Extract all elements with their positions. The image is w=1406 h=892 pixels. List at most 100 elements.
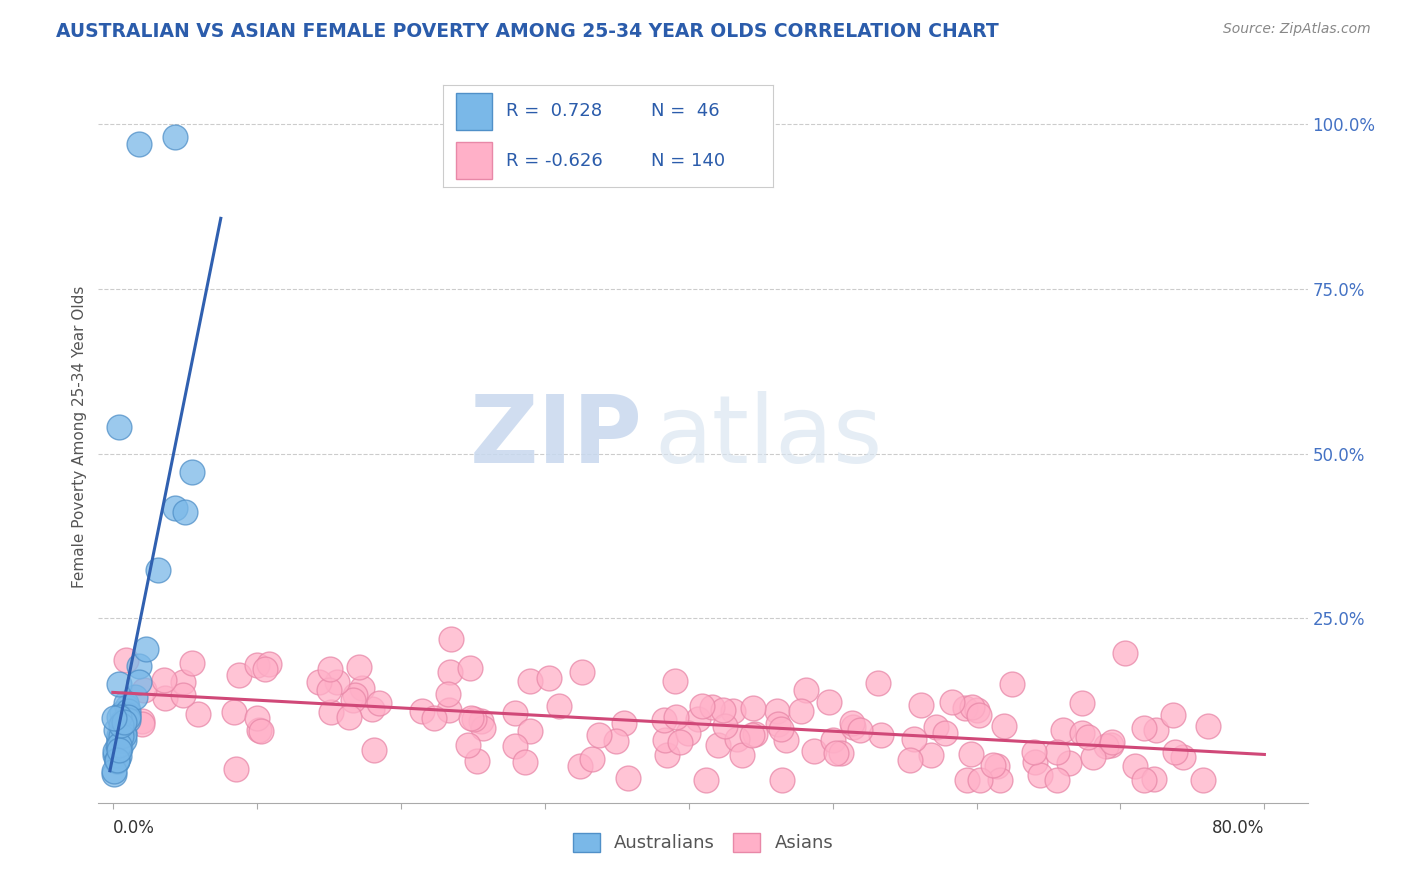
Point xyxy=(706,738,728,752)
Point xyxy=(181,465,204,479)
Point xyxy=(741,728,763,742)
Point xyxy=(347,660,370,674)
Point xyxy=(731,747,754,762)
Point xyxy=(986,759,1008,773)
Point xyxy=(772,772,794,787)
Point xyxy=(688,712,710,726)
Point xyxy=(339,710,361,724)
Point xyxy=(1022,745,1045,759)
Point xyxy=(437,687,460,701)
Point xyxy=(768,716,790,731)
Point xyxy=(124,690,146,705)
Point xyxy=(956,772,979,787)
Point xyxy=(849,723,872,737)
Point xyxy=(1161,708,1184,723)
Text: N = 140: N = 140 xyxy=(651,152,725,169)
Point xyxy=(470,714,492,728)
FancyBboxPatch shape xyxy=(456,93,492,130)
Point xyxy=(903,731,925,746)
Point xyxy=(794,682,817,697)
Point xyxy=(766,704,789,718)
Point xyxy=(108,731,131,746)
Point xyxy=(669,735,692,749)
Point xyxy=(222,705,245,719)
Point xyxy=(319,662,342,676)
FancyBboxPatch shape xyxy=(456,142,492,179)
Point xyxy=(108,677,131,691)
Point xyxy=(665,710,688,724)
Point xyxy=(1133,772,1156,787)
Point xyxy=(117,704,139,718)
Point xyxy=(131,714,153,728)
Legend: Australians, Asians: Australians, Asians xyxy=(565,826,841,860)
Point xyxy=(1081,749,1104,764)
Text: ZIP: ZIP xyxy=(470,391,643,483)
Point xyxy=(115,696,138,710)
Point xyxy=(821,732,844,747)
Point xyxy=(104,747,127,762)
Point xyxy=(725,731,748,746)
Point xyxy=(934,726,956,740)
Point xyxy=(969,772,991,787)
Point xyxy=(110,718,132,732)
Point xyxy=(104,723,127,738)
Point xyxy=(519,673,541,688)
Point xyxy=(1099,739,1122,753)
Point xyxy=(318,683,340,698)
Point xyxy=(458,661,481,675)
Point xyxy=(1024,755,1046,769)
Point xyxy=(471,721,494,735)
Point xyxy=(148,563,170,577)
Point xyxy=(457,738,479,752)
Text: atlas: atlas xyxy=(655,391,883,483)
Point xyxy=(966,703,988,717)
Point xyxy=(721,704,744,718)
Point xyxy=(460,711,482,725)
Point xyxy=(1059,756,1081,770)
Point xyxy=(103,767,125,781)
Point xyxy=(440,632,463,646)
Point xyxy=(117,699,139,714)
Point xyxy=(617,771,640,785)
Point xyxy=(1173,750,1195,764)
Point xyxy=(225,762,247,776)
Point xyxy=(110,729,132,743)
Point xyxy=(326,674,349,689)
Text: 0.0%: 0.0% xyxy=(112,819,155,838)
Point xyxy=(128,136,150,151)
Point xyxy=(744,727,766,741)
Point xyxy=(869,728,891,742)
Point xyxy=(246,657,269,672)
Point xyxy=(112,726,135,740)
Point xyxy=(363,743,385,757)
Point xyxy=(135,642,157,657)
Point xyxy=(172,688,194,702)
Point xyxy=(515,755,537,769)
Point xyxy=(700,700,723,714)
Text: R =  0.728: R = 0.728 xyxy=(506,103,602,120)
Text: N =  46: N = 46 xyxy=(651,103,720,120)
Point xyxy=(155,690,177,705)
Point xyxy=(257,657,280,671)
Point xyxy=(571,665,593,679)
Point xyxy=(107,420,129,434)
Point xyxy=(104,744,127,758)
Text: 80.0%: 80.0% xyxy=(1212,819,1264,838)
Point xyxy=(1052,723,1074,738)
Point xyxy=(343,688,366,702)
Point xyxy=(1132,721,1154,735)
Point xyxy=(246,711,269,725)
Point xyxy=(105,754,128,768)
Point xyxy=(664,673,686,688)
Point xyxy=(439,665,461,680)
Point xyxy=(654,713,676,727)
Point xyxy=(128,658,150,673)
Point xyxy=(1077,730,1099,744)
Point xyxy=(993,718,1015,732)
Point xyxy=(581,751,603,765)
Point xyxy=(465,754,488,768)
Point xyxy=(920,747,942,762)
Point xyxy=(1029,768,1052,782)
Point xyxy=(769,722,792,736)
Point xyxy=(1192,772,1215,787)
